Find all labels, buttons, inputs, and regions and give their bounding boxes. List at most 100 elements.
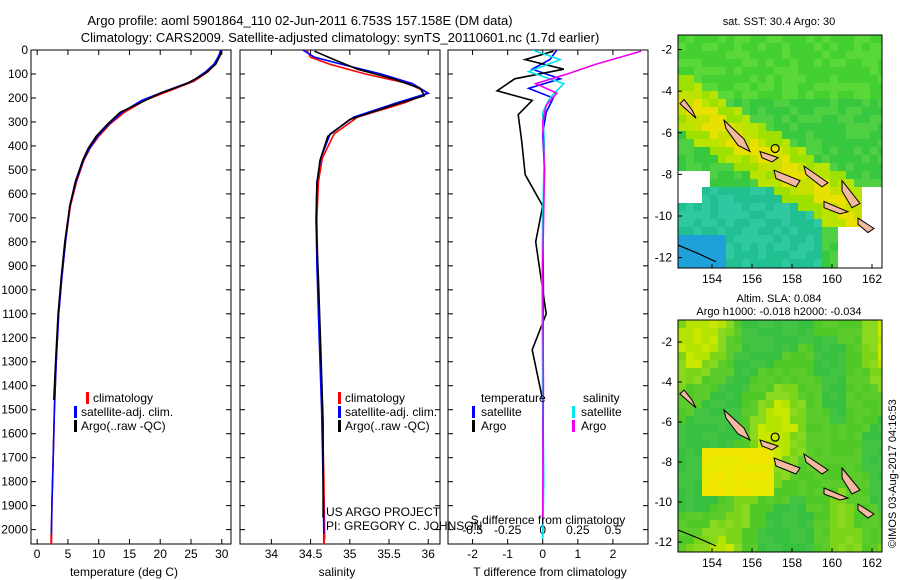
- map-cell: [686, 528, 695, 537]
- map-cell: [798, 488, 807, 497]
- map-cell: [854, 75, 863, 84]
- map-cell: [838, 67, 847, 76]
- map-cell: [846, 179, 855, 188]
- map-cell: [734, 320, 743, 329]
- map-cell: [758, 187, 767, 196]
- map-cell: [838, 440, 847, 449]
- map-cell: [878, 35, 882, 44]
- map-cell: [806, 336, 815, 345]
- map-cell: [822, 219, 831, 228]
- map-cell: [678, 328, 687, 337]
- map-cell: [822, 448, 831, 457]
- map-cell: [830, 536, 839, 545]
- map-cell: [854, 352, 863, 361]
- map-cell: [718, 243, 727, 252]
- map-cell: [846, 384, 855, 393]
- map-cell: [766, 336, 775, 345]
- map-cell: [798, 35, 807, 44]
- map-cell: [878, 163, 882, 172]
- map-cell: [678, 139, 687, 148]
- project-annotation: US ARGO PROJECT: [326, 505, 441, 519]
- map-cell: [870, 123, 879, 132]
- map-cell: [750, 352, 759, 361]
- map-cell: [766, 67, 775, 76]
- map-cell: [838, 123, 847, 132]
- map-cell: [686, 448, 695, 457]
- map-cell: [678, 123, 687, 132]
- map-cell: [854, 520, 863, 529]
- map-cell: [774, 219, 783, 228]
- map-cell: [806, 235, 815, 244]
- map-cell: [854, 496, 863, 505]
- map-cell: [798, 344, 807, 353]
- map-cell: [774, 251, 783, 260]
- map-cell: [758, 352, 767, 361]
- map-cell: [806, 400, 815, 409]
- map-cell: [798, 480, 807, 489]
- map-cell: [686, 328, 695, 337]
- map-cell: [702, 107, 711, 116]
- map-cell: [782, 360, 791, 369]
- map-cell: [694, 400, 703, 409]
- map-cell: [838, 83, 847, 92]
- map-cell: [854, 488, 863, 497]
- map-cell: [838, 99, 847, 108]
- map-cell: [726, 336, 735, 345]
- map-cell: [846, 352, 855, 361]
- map-cell: [782, 472, 791, 481]
- map-cell: [702, 336, 711, 345]
- map-cell: [710, 123, 719, 132]
- map-cell: [678, 400, 687, 409]
- map-cell: [838, 496, 847, 505]
- map-cell: [870, 424, 879, 433]
- map-cell: [814, 139, 823, 148]
- map-cell: [854, 171, 863, 180]
- map-cell: [862, 520, 871, 529]
- map-cell: [766, 131, 775, 140]
- map-cell: [782, 344, 791, 353]
- x-tick-label: 15: [123, 547, 137, 561]
- map-cell: [798, 171, 807, 180]
- map-cell: [870, 432, 879, 441]
- map-cell: [862, 235, 871, 244]
- map-cell: [694, 99, 703, 108]
- map-cell: [830, 352, 839, 361]
- map-cell: [742, 235, 751, 244]
- map-cell: [750, 536, 759, 545]
- map-cell: [734, 83, 743, 92]
- map-cell: [718, 131, 727, 140]
- map-cell: [782, 456, 791, 465]
- map-cell: [750, 171, 759, 180]
- map-cell: [718, 432, 727, 441]
- map-cell: [830, 99, 839, 108]
- legend-swatch-argo: [338, 420, 341, 432]
- map-cell: [838, 51, 847, 60]
- map-cell: [806, 219, 815, 228]
- map-cell: [870, 251, 879, 260]
- map-cell: [814, 91, 823, 100]
- map-cell: [822, 99, 831, 108]
- map-cell: [822, 43, 831, 52]
- map-cell: [702, 59, 711, 68]
- map-cell: [678, 488, 687, 497]
- map-cell: [774, 227, 783, 236]
- map-cell: [678, 83, 687, 92]
- map-cell: [790, 376, 799, 385]
- map-cell: [830, 51, 839, 60]
- map-cell: [742, 456, 751, 465]
- map-cell: [870, 163, 879, 172]
- map-cell: [750, 243, 759, 252]
- map-cell: [822, 155, 831, 164]
- map-cell: [846, 51, 855, 60]
- map-cell: [750, 416, 759, 425]
- map-cell: [790, 480, 799, 489]
- map-cell: [678, 496, 687, 505]
- x-tick-label: 0: [34, 547, 41, 561]
- map-cell: [822, 392, 831, 401]
- t-difference-xlabel: T difference from climatology: [473, 565, 627, 579]
- map-cell: [726, 512, 735, 521]
- map-cell: [710, 259, 719, 268]
- map-cell: [838, 163, 847, 172]
- map-cell: [846, 147, 855, 156]
- series-line-t-satellite: [526, 50, 563, 540]
